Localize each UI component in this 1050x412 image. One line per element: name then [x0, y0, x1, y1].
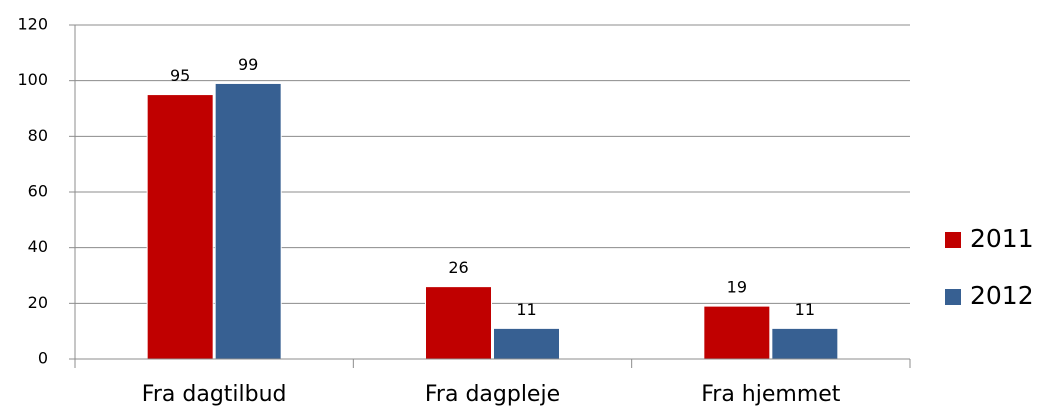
data-label: 26	[448, 258, 468, 277]
data-label: 99	[238, 55, 258, 74]
y-tick-label: 120	[17, 15, 48, 34]
bar	[214, 82, 282, 360]
data-label: 11	[516, 300, 536, 319]
y-tick-label: 80	[28, 126, 48, 145]
bar	[425, 286, 492, 360]
x-tick-label: Fra dagtilbud	[142, 382, 287, 407]
y-tick-label: 100	[17, 70, 48, 89]
y-tick-label: 0	[38, 349, 48, 368]
bar	[771, 327, 839, 360]
data-label: 19	[727, 278, 747, 297]
y-tick-label: 20	[28, 293, 48, 312]
x-tick-label: Fra dagpleje	[425, 382, 560, 407]
legend-label: 2011	[970, 224, 1034, 253]
data-label: 11	[795, 300, 815, 319]
y-tick-label: 40	[28, 237, 48, 256]
y-tick-label: 60	[28, 182, 48, 201]
legend-label: 2012	[970, 281, 1034, 310]
legend-swatch	[945, 289, 961, 305]
data-label: 95	[170, 66, 190, 85]
x-tick-label: Fra hjemmet	[701, 382, 841, 407]
legend-swatch	[945, 232, 961, 248]
bar	[146, 94, 214, 360]
bar	[703, 305, 771, 360]
bar	[493, 327, 560, 360]
